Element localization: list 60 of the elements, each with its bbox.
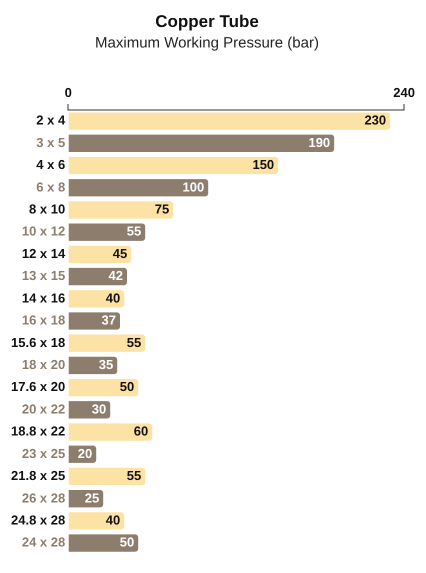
bar xyxy=(68,423,152,441)
data-label: 55 xyxy=(126,224,142,239)
data-label: 40 xyxy=(106,512,120,528)
y-tick-label: 18.8 x 22 xyxy=(10,424,66,439)
data-label: 35 xyxy=(98,356,114,372)
bar xyxy=(68,512,124,530)
y-tick-label: 6 x 8 xyxy=(36,179,66,194)
bar xyxy=(68,290,124,308)
y-tick-label: 26 x 28 xyxy=(22,490,66,506)
chart-title: Copper Tube xyxy=(155,12,259,31)
data-label: 230 xyxy=(364,112,386,128)
bar xyxy=(68,468,146,486)
y-tick-label: 23 x 25 xyxy=(22,446,66,461)
y-tick-label: 16 x 18 xyxy=(22,312,66,328)
y-tick-label: 21.8 x 25 xyxy=(10,468,66,484)
data-label: 55 xyxy=(126,334,142,350)
x-tick-label: 0 xyxy=(64,84,72,100)
y-tick-label: 4 x 6 xyxy=(36,157,66,172)
data-label: 60 xyxy=(134,424,148,439)
bar xyxy=(68,112,390,130)
data-label: 20 xyxy=(78,446,92,461)
bar xyxy=(68,179,208,196)
data-label: 50 xyxy=(120,534,134,550)
bar xyxy=(68,246,132,264)
data-label: 25 xyxy=(84,490,100,506)
data-label: 30 xyxy=(92,401,106,416)
bar xyxy=(68,534,138,552)
y-tick-label: 8 x 10 xyxy=(29,202,66,217)
data-label: 37 xyxy=(102,312,116,328)
bar xyxy=(68,134,334,152)
data-label: 190 xyxy=(308,134,330,150)
y-tick-label: 12 x 14 xyxy=(22,246,66,261)
bar xyxy=(68,312,120,330)
data-label: 42 xyxy=(108,268,124,284)
bar xyxy=(68,156,278,174)
y-tick-label: 3 x 5 xyxy=(36,134,66,150)
data-label: 75 xyxy=(154,202,170,217)
y-tick-label: 15.6 x 18 xyxy=(10,334,66,350)
y-tick-label: 14 x 16 xyxy=(22,290,66,306)
bar xyxy=(68,378,138,396)
data-label: 45 xyxy=(112,246,128,261)
bar xyxy=(68,268,128,286)
data-label: 40 xyxy=(106,290,120,306)
y-tick-label: 24 x 28 xyxy=(22,534,66,550)
data-label: 50 xyxy=(120,379,134,394)
y-tick-label: 2 x 4 xyxy=(36,112,66,128)
bar xyxy=(68,223,146,241)
y-tick-label: 20 x 22 xyxy=(22,401,66,416)
data-label: 55 xyxy=(126,468,142,484)
bar xyxy=(68,201,174,219)
y-tick-label: 24.8 x 28 xyxy=(10,512,66,528)
data-label: 150 xyxy=(252,157,274,172)
chart-subtitle: Maximum Working Pressure (bar) xyxy=(95,34,319,52)
x-tick-label: 240 xyxy=(393,84,416,100)
bar xyxy=(68,334,146,352)
y-tick-label: 10 x 12 xyxy=(22,224,66,239)
data-label: 100 xyxy=(182,179,204,194)
y-tick-label: 17.6 x 20 xyxy=(10,379,66,394)
y-tick-label: 13 x 15 xyxy=(22,268,66,284)
y-tick-label: 18 x 20 xyxy=(22,356,66,372)
